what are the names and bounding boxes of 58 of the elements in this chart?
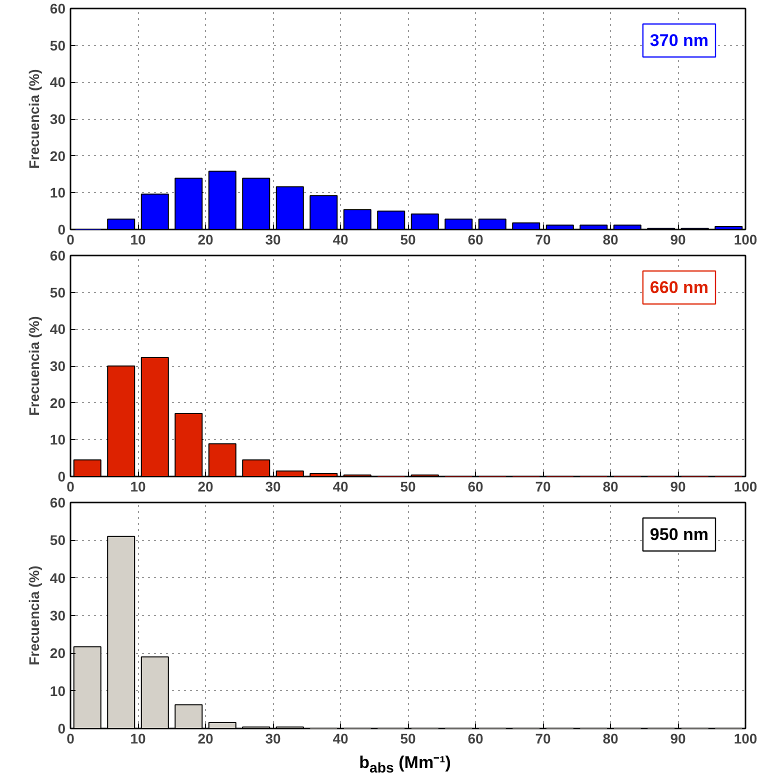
y-tick-label: 20 — [50, 148, 66, 164]
y-tick-label: 10 — [50, 432, 66, 448]
x-tick-label: 100 — [734, 478, 758, 494]
y-tick-label: 30 — [50, 111, 66, 127]
x-tick-label: 60 — [468, 730, 484, 746]
x-tick-label: 80 — [602, 730, 618, 746]
x-tick-label: 50 — [400, 232, 416, 248]
x-tick-label: 80 — [602, 478, 618, 494]
y-tick-label: 0 — [58, 468, 66, 484]
x-tick-label: 10 — [130, 730, 146, 746]
y-tick-label: 60 — [50, 0, 66, 16]
x-tick-label: 50 — [400, 478, 416, 494]
y-tick-label: 60 — [50, 494, 66, 510]
x-tick-label: 80 — [602, 232, 618, 248]
y-tick-label: 20 — [50, 645, 66, 662]
x-tick-label: 100 — [734, 730, 758, 746]
y-tick-label: 50 — [50, 532, 66, 548]
x-tick-label: 90 — [670, 730, 686, 746]
x-tick-label: 40 — [332, 232, 348, 248]
y-tick-label: 10 — [50, 682, 66, 699]
x-tick-label: 40 — [332, 478, 348, 494]
x-tick-label: 30 — [265, 730, 281, 746]
y-axis-title: Frecuencia (%) — [26, 566, 42, 666]
text: 950 nm — [650, 525, 709, 544]
y-tick-label: 50 — [50, 284, 66, 300]
x-tick-label: 20 — [198, 232, 214, 248]
x-tick-label: 60 — [468, 232, 484, 248]
y-tick-label: 10 — [50, 184, 66, 201]
x-tick-label: 70 — [535, 478, 551, 494]
text: 370 nm — [650, 31, 709, 50]
x-tick-label: 30 — [265, 232, 281, 248]
x-tick-label: 10 — [130, 478, 146, 494]
y-axis-title: Frecuencia (%) — [26, 316, 42, 416]
y-tick-label: 60 — [50, 248, 66, 264]
x-tick-label: 90 — [670, 232, 686, 248]
text: 660 nm — [650, 278, 709, 297]
x-tick-label: 50 — [400, 730, 416, 746]
x-tick-label: 70 — [535, 730, 551, 746]
y-tick-label: 50 — [50, 37, 66, 54]
x-axis-title: b$_{abs}$ (Mm⁻¹) — [358, 752, 452, 778]
y-tick-label: 0 — [58, 720, 66, 736]
y-tick-label: 30 — [50, 358, 66, 374]
y-tick-label: 40 — [50, 74, 66, 90]
y-tick-label: 40 — [50, 570, 66, 586]
y-tick-label: 0 — [58, 222, 66, 238]
x-tick-label: 90 — [670, 478, 686, 494]
x-tick-label: 30 — [265, 478, 281, 494]
y-tick-label: 20 — [50, 394, 66, 411]
x-tick-label: 20 — [198, 730, 214, 746]
x-tick-label: 60 — [468, 478, 484, 494]
x-tick-label: 100 — [734, 232, 758, 248]
y-tick-label: 30 — [50, 608, 66, 624]
x-tick-label: 10 — [130, 232, 146, 248]
x-tick-label: 70 — [535, 232, 551, 248]
y-axis-title: Frecuencia (%) — [26, 69, 42, 169]
y-tick-label: 40 — [50, 321, 66, 338]
x-tick-label: 40 — [332, 730, 348, 746]
x-tick-label: 20 — [198, 478, 214, 494]
